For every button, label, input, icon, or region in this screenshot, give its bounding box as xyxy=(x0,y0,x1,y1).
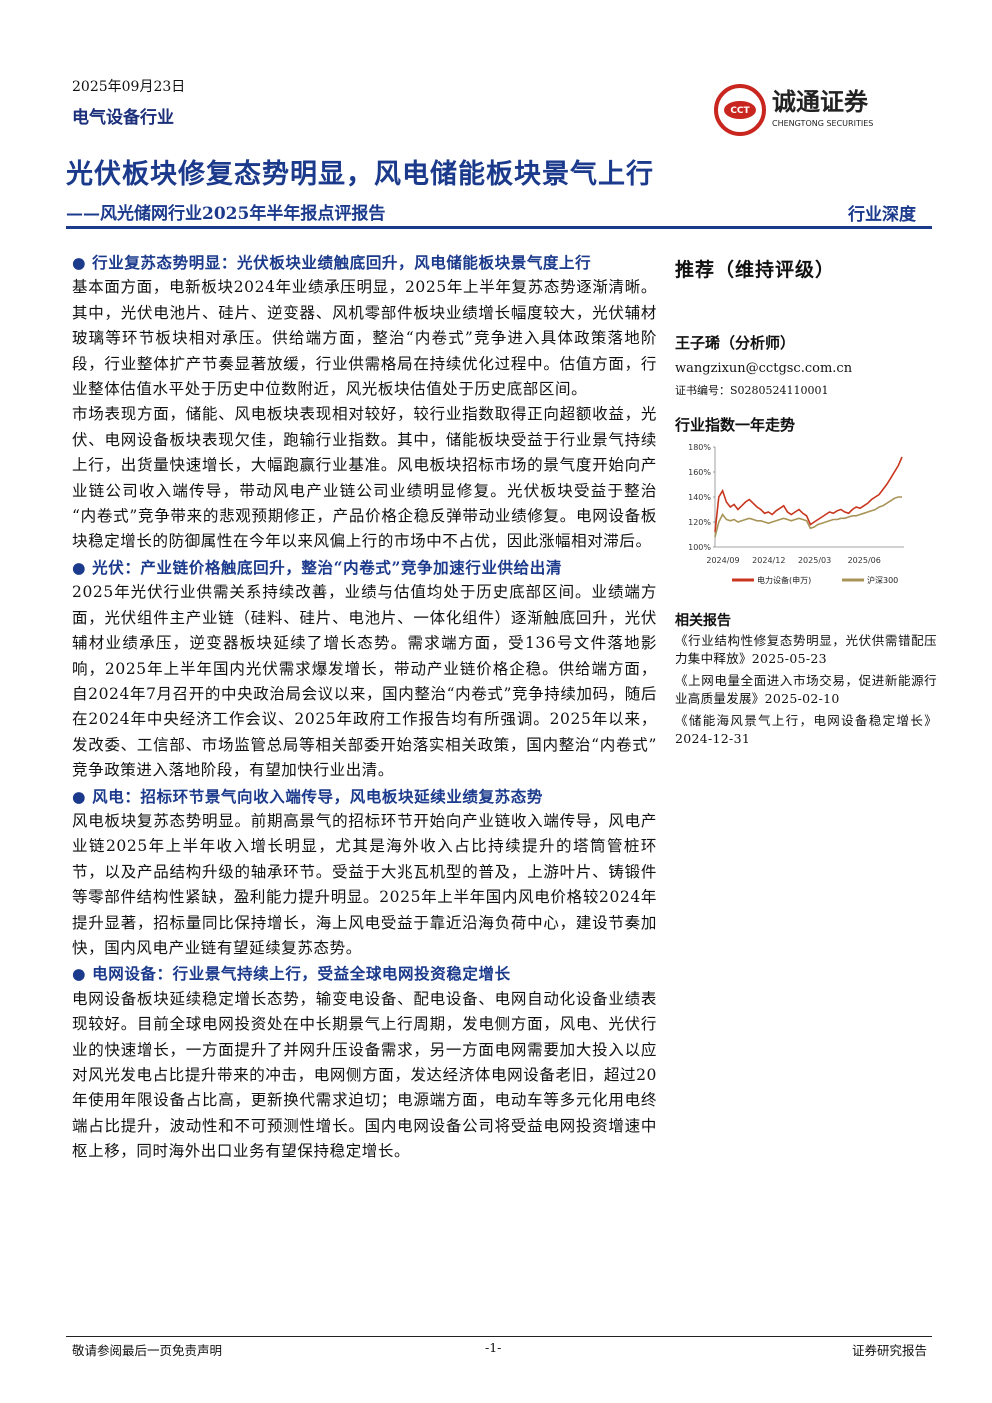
paragraph: 市场表现方面，储能、风电板块表现相对较好，较行业指数取得正向超额收益，光伏、电网… xyxy=(72,405,657,551)
paragraph: 2025年光伏行业供需关系持续改善，业绩与估值均处于历史底部区间。业绩端方面，光… xyxy=(72,583,657,780)
related-list: 《行业结构性修复态势明显，光伏供需错配压力集中释放》2025-05-23 《上网电… xyxy=(675,632,937,752)
heading-text: 行业复苏态势明显：光伏板块业绩触底回升，风电储能板块景气度上行 xyxy=(92,253,592,272)
legend-label: 沪深300 xyxy=(867,575,898,585)
section-heading: ● 行业复苏态势明显：光伏板块业绩触底回升，风电储能板块景气度上行 xyxy=(72,250,657,275)
heading-text: 电网设备：行业景气持续上行，受益全球电网投资稳定增长 xyxy=(92,964,511,984)
series-line xyxy=(714,456,903,533)
chart: 100% 120% 140% 160% 180% 2024/09 2024/12 2025/0… xyxy=(688,443,904,585)
logo: CCT 诚通证券 CHENGTONG SECURITIES xyxy=(714,84,873,136)
section-heading: ● 风电：招标环节景气向收入端传导，风电板块延续业绩复苏态势 xyxy=(72,784,657,809)
bullet: ● xyxy=(72,557,93,577)
x-tick-label: 2024/09 xyxy=(706,556,739,565)
x-tick-label: 2025/06 xyxy=(848,556,881,565)
logo-en: CHENGTONG SECURITIES xyxy=(772,119,873,128)
subtitle: ——风光储网行业2025年半年报点评报告 xyxy=(66,204,386,224)
paragraph: 基本面方面，电新板块2024年业绩承压明显，2025年上半年复苏态势逐渐清晰。其… xyxy=(72,278,657,399)
main-text: ● 行业复苏态势明显：光伏板块业绩触底回升，风电储能板块景气度上行基本面方面，电… xyxy=(72,250,657,1165)
related-report: 《行业结构性修复态势明显，光伏供需错配压力集中释放》2025-05-23 xyxy=(675,633,937,666)
paragraph: 风电板块复苏态势明显。前期高景气的招标环节开始向产业链收入端传导，风电产业链20… xyxy=(72,811,657,957)
series-line xyxy=(714,496,902,538)
rating: 推荐（维持评级） xyxy=(675,259,836,281)
section-heading: ● 电网设备：行业景气持续上行，受益全球电网投资稳定增长 xyxy=(72,961,657,986)
page-number: -1- xyxy=(485,1340,502,1355)
related-heading: 相关报告 xyxy=(675,613,731,629)
x-tick-label: 2024/12 xyxy=(752,556,785,565)
y-tick-label: 180% xyxy=(688,443,711,452)
bullet: ● xyxy=(72,964,93,984)
y-tick-label: 160% xyxy=(688,468,711,477)
analyst: 王子琋（分析师） xyxy=(675,334,796,352)
legend-label: 电力设备(申万) xyxy=(757,575,811,585)
logo-mark: CCT xyxy=(730,106,750,116)
related-report: 《上网电量全面进入市场交易，促进新能源行业高质量发展》2025-02-10 xyxy=(675,673,937,706)
email: wangzixun@cctgsc.com.cn xyxy=(675,361,853,376)
bullet: ● xyxy=(72,253,93,272)
logo-core xyxy=(724,101,756,119)
footer-rule xyxy=(66,1336,932,1337)
heading-text: 光伏：产业链价格触底回升，整治“内卷式”竞争加速行业供给出清 xyxy=(92,557,562,577)
y-tick-label: 100% xyxy=(688,543,711,552)
title: 光伏板块修复态势明显，风电储能板块景气上行 xyxy=(66,159,654,190)
paragraph: 电网设备板块延续稳定增长态势，输变电设备、配电设备、电网自动化设备业绩表现较好。… xyxy=(72,989,657,1161)
bullet: ● xyxy=(72,786,93,806)
x-tick-label: 2025/03 xyxy=(798,556,831,565)
chart-title: 行业指数一年走势 xyxy=(675,416,796,434)
cert: 证书编号：S0280524110001 xyxy=(675,384,829,397)
logo-name: 诚通证券 xyxy=(772,88,869,116)
heading-text: 风电：招标环节景气向收入端传导，风电板块延续业绩复苏态势 xyxy=(92,786,543,806)
related-report: 《储能海风景气上行，电网设备稳定增长》2024-12-31 xyxy=(675,713,937,746)
industry: 电气设备行业 xyxy=(72,108,174,128)
section-heading: ● 光伏：产业链价格触底回升，整治“内卷式”竞争加速行业供给出清 xyxy=(72,555,657,580)
date: 2025年09月23日 xyxy=(72,79,186,95)
footer-left: 敬请参阅最后一页免责声明 xyxy=(72,1343,223,1358)
logo-ring xyxy=(714,84,766,136)
footer-right: 证券研究报告 xyxy=(852,1343,928,1358)
divider xyxy=(66,226,932,229)
report-tag: 行业深度 xyxy=(848,205,916,225)
y-tick-label: 140% xyxy=(688,493,711,502)
sidebar: 推荐（维持评级） 王子琋（分析师） wangzixun@cctgsc.com.c… xyxy=(675,250,937,398)
y-tick-label: 120% xyxy=(688,518,711,527)
